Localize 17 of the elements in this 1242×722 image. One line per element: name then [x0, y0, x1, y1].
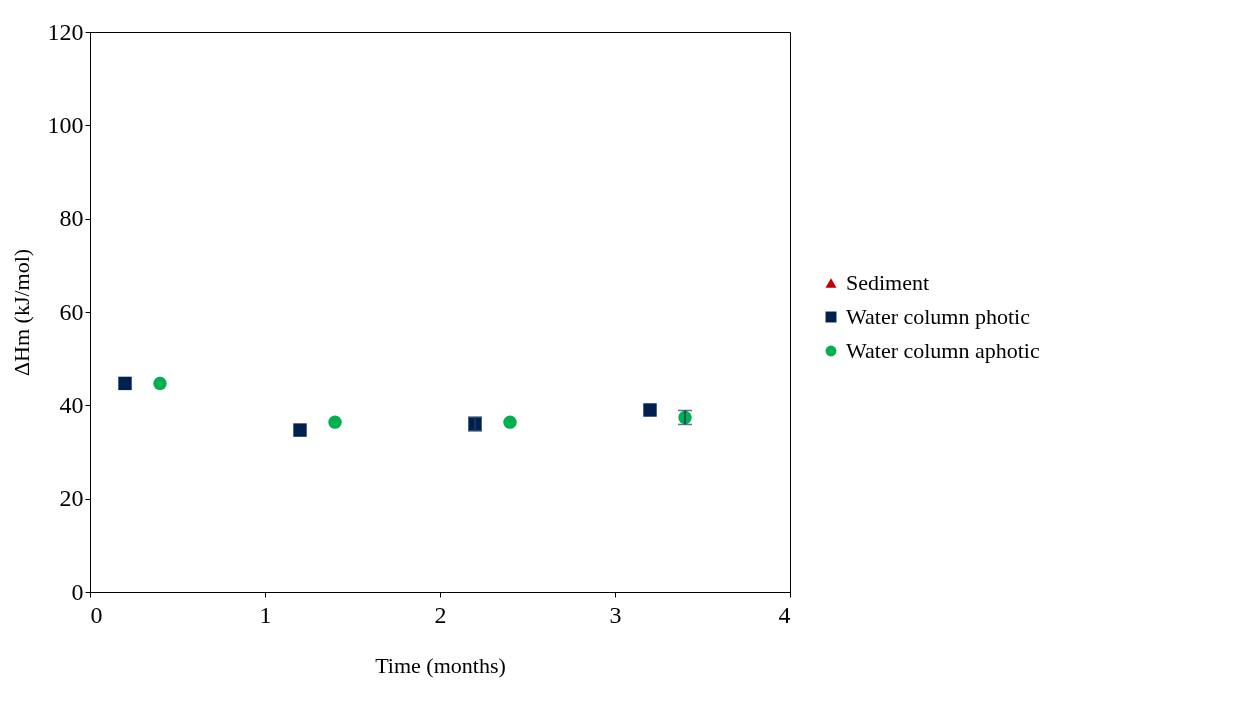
x-tick-label: 1 — [259, 601, 272, 628]
legend-label: Water column aphotic — [846, 338, 1040, 363]
legend-label: Water column photic — [846, 304, 1031, 329]
y-tick-label: 80 — [59, 205, 84, 232]
y-tick-label: 40 — [59, 391, 84, 418]
legend-label: Sediment — [846, 270, 930, 295]
x-tick-label: 2 — [434, 601, 447, 628]
y-tick-label: 20 — [59, 485, 84, 512]
y-axis-title: ΔHm (kJ/mol) — [8, 248, 34, 377]
x-tick-label: 3 — [609, 601, 622, 628]
x-axis-title: Time (months) — [375, 652, 506, 678]
y-tick-label: 100 — [47, 111, 84, 138]
x-tick-label: 4 — [778, 601, 791, 628]
y-tick-label: 60 — [59, 298, 84, 325]
x-tick-label: 0 — [90, 601, 103, 628]
y-tick-label: 0 — [71, 578, 84, 605]
y-tick-label: 120 — [47, 18, 84, 45]
